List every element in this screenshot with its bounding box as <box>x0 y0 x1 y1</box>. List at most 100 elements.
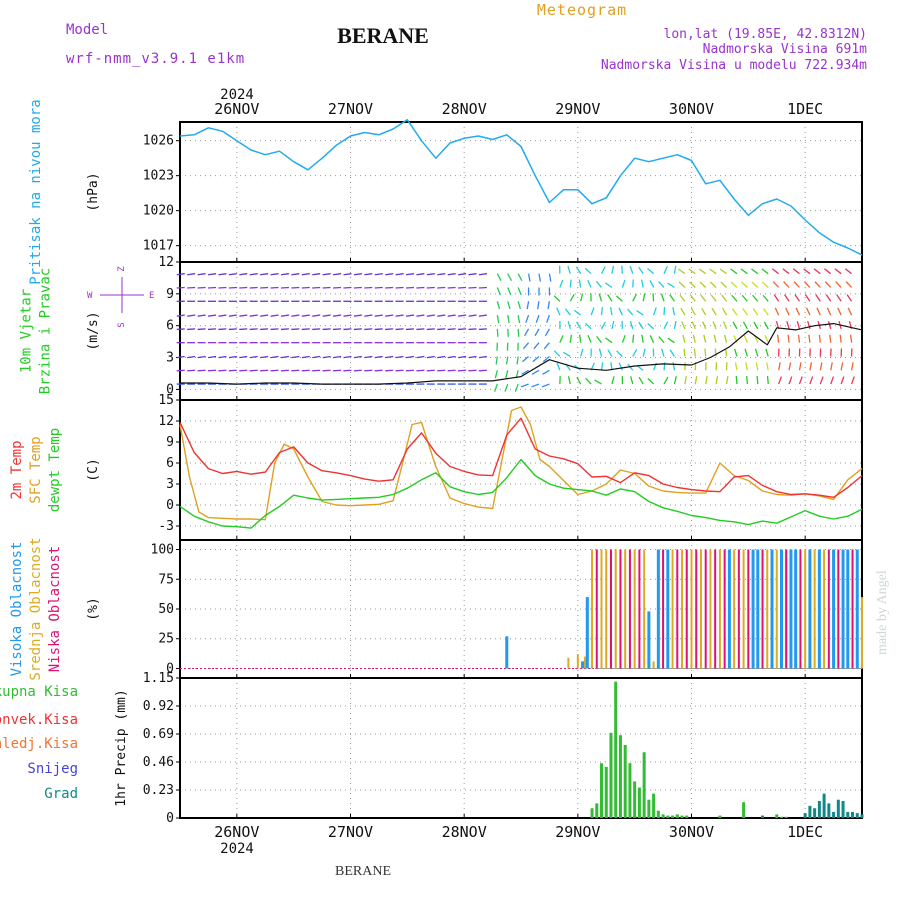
wind-arrow <box>507 328 509 337</box>
y-tick-label: 6 <box>166 319 174 334</box>
wind-arrow <box>777 334 780 343</box>
wind-arrow <box>301 314 310 317</box>
wind-arrow <box>280 369 289 372</box>
wind-arrow <box>374 314 383 317</box>
pressure-line <box>179 118 863 256</box>
wind-arrow <box>559 335 564 343</box>
wind-arrow <box>762 294 769 302</box>
wind-arrow <box>734 348 738 357</box>
wind-arrow <box>524 328 530 337</box>
low-cloud-bar <box>595 549 598 669</box>
y-tick-label: 12 <box>158 414 174 429</box>
wind-arrow <box>567 376 571 385</box>
wind-arrow <box>690 307 696 316</box>
wind-arrow <box>385 273 394 276</box>
low-cloud-bar <box>609 549 612 669</box>
wind-arrow <box>575 266 582 275</box>
wind-arrow <box>187 273 196 276</box>
wind-arrow <box>312 328 321 331</box>
wind-arrow <box>730 281 738 288</box>
x-tick-label-top: 27NOV <box>328 100 373 118</box>
wind-arrow <box>595 280 603 288</box>
wind-arrow <box>672 307 676 316</box>
wind-arrow <box>343 314 352 317</box>
wind-arrow <box>280 314 290 317</box>
wind-arrow <box>652 307 657 316</box>
wind-arrow <box>416 355 425 359</box>
wind-arrow <box>813 268 821 275</box>
wind-arrow <box>600 321 606 330</box>
wind-arrow <box>694 376 698 385</box>
wind-arrow <box>649 335 655 343</box>
wind-arrow <box>579 334 582 343</box>
wind-arrow <box>850 376 855 385</box>
wind-arrow <box>746 376 749 385</box>
wind-arrow <box>638 266 644 275</box>
mid-cloud-bar <box>813 549 816 669</box>
side-label: Visoka Oblacnost <box>9 542 25 677</box>
mid-cloud-bar <box>742 549 745 669</box>
wind-arrow <box>364 286 373 289</box>
wind-arrow <box>187 355 196 359</box>
wind-arrow <box>788 362 792 371</box>
wind-arrow <box>819 376 824 385</box>
wind-arrow <box>374 286 383 289</box>
low-cloud-bar <box>714 549 717 669</box>
wind-arrow <box>543 342 550 350</box>
wind-arrow <box>218 369 227 372</box>
wind-arrow <box>496 273 502 282</box>
wind-arrow <box>773 294 780 302</box>
wind-arrow <box>580 293 584 302</box>
y-tick-label: 1020 <box>143 204 174 219</box>
wind-arrow <box>176 286 185 289</box>
mid-cloud-bar <box>823 549 826 669</box>
wind-arrow <box>809 362 813 371</box>
wind-arrow <box>711 307 717 316</box>
y-tick-label: 1026 <box>143 134 174 149</box>
grad-precip-bar <box>808 805 812 818</box>
wind-arrow <box>532 355 540 363</box>
y-tick-label: 9 <box>166 287 174 302</box>
wind-arrow <box>576 321 582 330</box>
wind-arrow <box>564 308 571 316</box>
wind-arrow <box>766 376 769 385</box>
wind-arrow <box>600 362 604 371</box>
wind-arrow <box>496 301 501 310</box>
wind-arrow <box>187 328 196 331</box>
wind-arrow <box>704 348 707 357</box>
wind-arrow <box>638 376 644 385</box>
x-tick-label-top: 26NOV <box>214 100 259 118</box>
wind-arrow <box>385 369 394 372</box>
wind-arrow <box>353 273 362 276</box>
total-precip-bar <box>718 815 722 818</box>
wind-arrow <box>353 286 362 289</box>
wind-arrow <box>693 348 696 357</box>
wind-arrow <box>667 282 675 289</box>
wind-arrow <box>478 328 487 331</box>
wind-arrow <box>322 314 331 317</box>
wind-arrow <box>667 337 675 344</box>
mid-cloud-bar <box>583 656 586 669</box>
wind-arrow <box>661 348 665 357</box>
wind-arrow <box>830 362 833 371</box>
side-label: SFC Temp <box>28 436 44 503</box>
wind-arrow <box>778 376 782 385</box>
high-cloud-bar <box>808 549 812 669</box>
side-label: 10m Vjetar <box>19 289 35 373</box>
mid-cloud-bar <box>804 549 807 669</box>
y-tick-label: 3 <box>166 351 174 366</box>
y-tick-label: 75 <box>158 572 174 587</box>
wind-arrow <box>458 369 467 372</box>
wind-arrow <box>364 355 373 359</box>
wind-arrow <box>478 369 487 372</box>
wind-arrow <box>343 328 352 331</box>
wind-arrow <box>698 268 707 275</box>
legend-entry: Snijeg <box>27 761 78 777</box>
wind-arrow <box>837 307 842 316</box>
high-cloud-bar <box>585 597 589 669</box>
low-cloud-bar <box>723 549 726 669</box>
wind-arrow <box>301 369 310 372</box>
wind-arrow <box>826 307 832 316</box>
legend-entry: Zaledj.Kisa <box>0 736 78 752</box>
